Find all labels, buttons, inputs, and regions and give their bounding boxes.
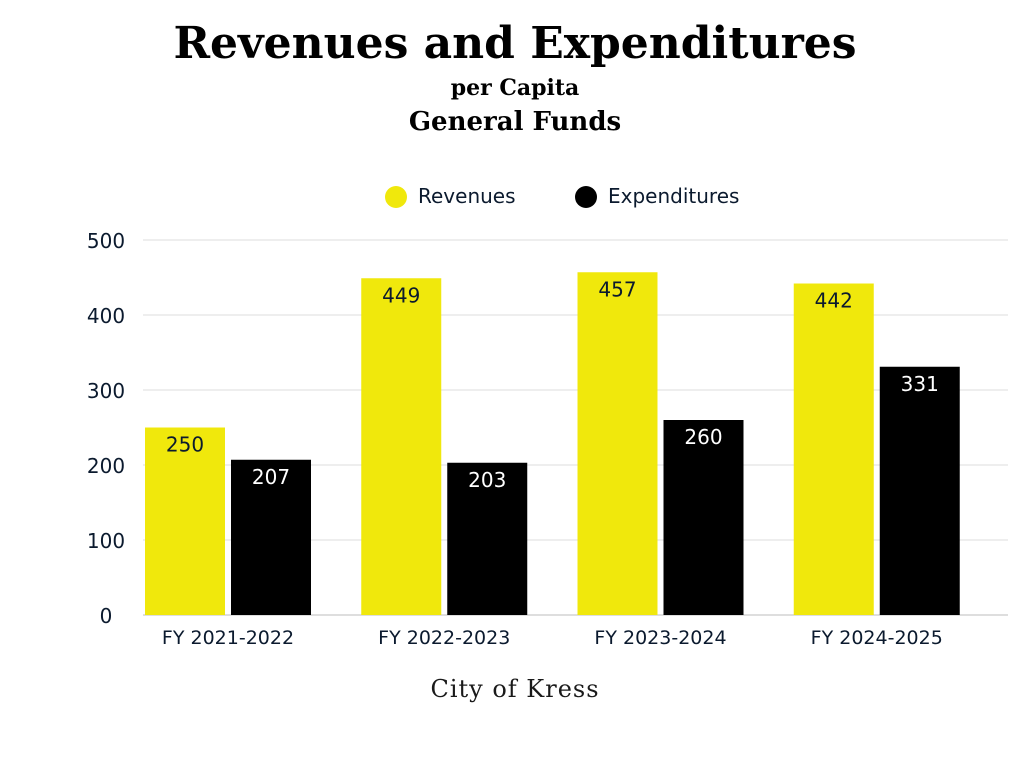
- bar-expenditures: [447, 462, 528, 615]
- bar-revenues: [577, 272, 658, 615]
- data-label: 250: [166, 433, 204, 457]
- data-label: 457: [598, 277, 636, 301]
- data-label: 260: [684, 425, 722, 449]
- legend-label-revenues: Revenues: [418, 184, 516, 208]
- data-label: 449: [382, 283, 420, 307]
- data-label: 442: [815, 289, 853, 313]
- bar-revenues: [793, 283, 874, 615]
- legend: Revenues Expenditures: [385, 184, 739, 208]
- data-label: 331: [901, 372, 939, 396]
- x-tick-label: FY 2022-2023: [378, 627, 510, 649]
- y-tick-label: 200: [87, 454, 125, 478]
- x-tick-label: FY 2021-2022: [162, 627, 294, 649]
- y-tick-label: 100: [87, 529, 125, 553]
- bar-expenditures: [879, 366, 960, 615]
- y-axis: 0 100 200 300 400 500: [87, 229, 125, 628]
- legend-marker-expenditures: [575, 186, 597, 208]
- y-tick-label: 500: [87, 229, 125, 253]
- chart-subtitle-2: General Funds: [409, 107, 621, 137]
- chart-footer: City of Kress: [430, 675, 599, 703]
- legend-marker-revenues: [385, 186, 407, 208]
- chart-subtitle: per Capita: [451, 75, 580, 101]
- chart-title: Revenues and Expenditures: [173, 18, 856, 69]
- x-tick-label: FY 2023-2024: [594, 627, 726, 649]
- data-label: 203: [468, 468, 506, 492]
- legend-label-expenditures: Expenditures: [608, 184, 739, 208]
- bar-revenues: [361, 278, 442, 615]
- bar-revenues: [145, 427, 225, 615]
- data-label: 207: [252, 465, 290, 489]
- bars: 250 207 449 203 457 260 442 331: [145, 272, 960, 615]
- y-tick-label: 300: [87, 379, 125, 403]
- bar-expenditures: [231, 459, 311, 615]
- x-tick-label: FY 2024-2025: [811, 627, 943, 649]
- y-tick-label: 0: [100, 604, 113, 628]
- y-tick-label: 400: [87, 304, 125, 328]
- x-axis: FY 2021-2022 FY 2022-2023 FY 2023-2024 FY 2…: [162, 627, 943, 649]
- bar-expenditures: [663, 420, 744, 615]
